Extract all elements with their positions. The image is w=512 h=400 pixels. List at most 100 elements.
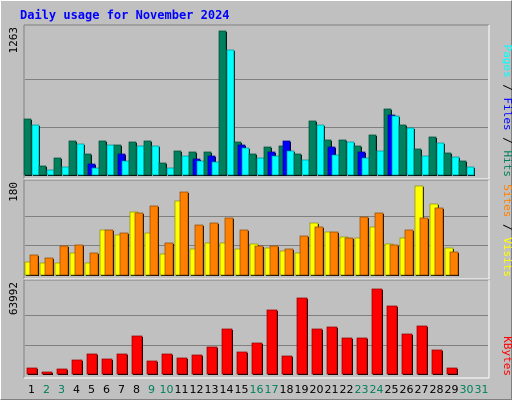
pages-bar (346, 141, 355, 176)
sites-bar (119, 232, 129, 276)
kbytes-bar (401, 333, 413, 375)
kbytes-bar (56, 368, 68, 375)
pages-bar (211, 161, 220, 176)
legend-item: / (501, 78, 512, 98)
pages-bar (376, 150, 385, 176)
kbytes-bar (26, 367, 38, 375)
kbytes-bar (206, 346, 218, 375)
day-labels: 1 2 3 4 5 6 7 8 9 10 11 12 13 14 15 16 17 18 19 20 21 22 23 24 2… (28, 383, 489, 396)
kbytes-bar (356, 337, 368, 375)
day-label: 1 (28, 383, 35, 396)
day-label: 29 (445, 383, 459, 396)
legend-item: Hits (501, 151, 512, 178)
pages-bar (61, 166, 70, 176)
hits-bar (158, 162, 167, 176)
kbytes-bar (281, 355, 293, 375)
sites-bar (179, 191, 189, 276)
axis-max-label: 180 (7, 182, 20, 202)
panels: 1263 Pages / Files / Hits 180 Sites / Visit… (7, 24, 512, 379)
day-label: 11 (175, 383, 189, 396)
series-legend: KBytes (501, 336, 512, 376)
hits-bar (443, 152, 452, 176)
sites-bar (194, 224, 204, 276)
sites-bar (254, 245, 264, 276)
hits-bar (398, 124, 407, 176)
pages-bar (271, 155, 280, 176)
sites-bar (434, 207, 444, 276)
legend-item: Files (501, 98, 512, 131)
sites-bar (164, 242, 174, 276)
sites-bar (374, 212, 384, 276)
day-label: 16 (250, 383, 264, 396)
panel-visits-sites: 180 Sites / Visits (7, 179, 512, 280)
hits-bar (428, 136, 437, 176)
hits-bar (308, 120, 317, 176)
day-label: 18 (280, 383, 294, 396)
sites-bar (149, 205, 159, 276)
hits-bar (143, 140, 152, 176)
legend-item: Sites (501, 184, 512, 217)
sites-bar (389, 244, 399, 276)
day-label: 17 (265, 383, 279, 396)
day-label: 28 (430, 383, 444, 396)
pages-bar (301, 159, 310, 176)
kbytes-bar (101, 358, 113, 375)
day-label: 3 (58, 383, 65, 396)
hits-bar (293, 153, 302, 176)
sites-bar (329, 231, 339, 276)
pages-bar (451, 156, 460, 176)
hits-bar (338, 139, 347, 176)
day-label: 12 (190, 383, 204, 396)
pages-bar (91, 167, 100, 176)
sites-bar (134, 212, 144, 276)
day-label: 4 (73, 383, 80, 396)
day-label: 23 (355, 383, 369, 396)
kbytes-bar (131, 335, 143, 375)
sites-bar (89, 252, 99, 276)
kbytes-bar (41, 371, 53, 375)
kbytes-bar (221, 328, 233, 375)
legend-item: / (501, 217, 512, 237)
day-label: 27 (415, 383, 429, 396)
hits-bar (53, 157, 62, 176)
kbytes-bar (446, 367, 458, 375)
hits-bar (413, 148, 422, 176)
kbytes-bar (371, 288, 383, 375)
kbytes-bar (326, 326, 338, 375)
pages-bar (256, 157, 265, 176)
sites-bar (314, 226, 324, 276)
day-label: 25 (385, 383, 399, 396)
kbytes-bar (266, 309, 278, 375)
kbytes-bar (251, 342, 263, 375)
kbytes-bar (311, 328, 323, 375)
pages-bar (106, 144, 115, 176)
pages-bar (181, 155, 190, 176)
chart-title: Daily usage for November 2024 (20, 8, 230, 22)
legend-item: Visits (501, 237, 512, 277)
day-label: 19 (295, 383, 309, 396)
kbytes-bar (116, 353, 128, 375)
hits-bar (173, 150, 182, 176)
sites-bar (224, 217, 234, 276)
pages-bar (331, 154, 340, 176)
sites-bar (419, 217, 429, 276)
kbytes-bar (296, 297, 308, 375)
kbytes-bar (341, 337, 353, 375)
day-label: 8 (133, 383, 140, 396)
pages-bar (151, 145, 160, 176)
pages-bar (406, 127, 415, 176)
bars (24, 185, 459, 276)
sites-bar (269, 245, 279, 276)
kbytes-bar (161, 353, 173, 375)
day-label: 24 (370, 383, 384, 396)
sites-bar (284, 248, 294, 276)
series-legend: Sites / Visits (501, 184, 512, 277)
day-label: 15 (235, 383, 249, 396)
sites-bar (239, 229, 249, 276)
hits-bar (23, 118, 32, 176)
pages-bar (196, 160, 205, 176)
day-label: 20 (310, 383, 324, 396)
hits-bar (128, 141, 137, 176)
day-label: 26 (400, 383, 414, 396)
legend-item: Pages (501, 45, 512, 78)
